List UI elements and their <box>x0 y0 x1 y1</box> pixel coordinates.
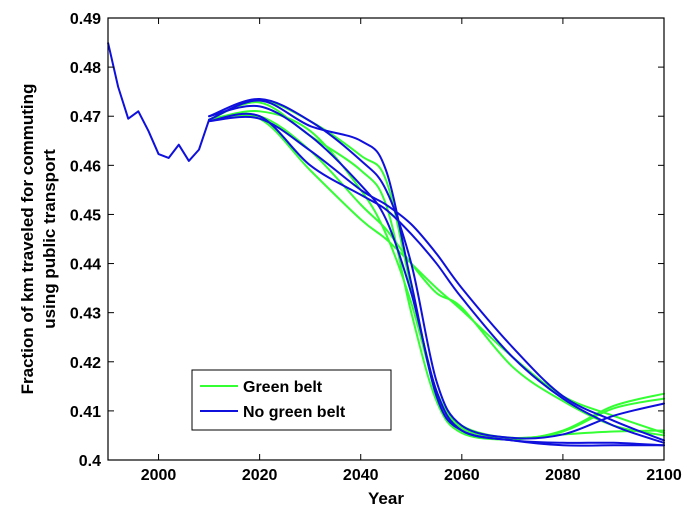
y-tick-label: 0.42 <box>70 355 101 372</box>
series-lines <box>107 42 665 447</box>
series-line-no-green-belt-9 <box>208 112 665 444</box>
plot-frame <box>107 17 665 461</box>
y-tick-label: 0.47 <box>70 109 101 126</box>
y-axis-label-line2: using public transport <box>40 149 59 329</box>
series-line-no-green-belt-8 <box>208 115 665 442</box>
x-tick-label: 2080 <box>545 467 581 484</box>
series-line-no-green-belt-10 <box>208 104 665 447</box>
y-axis-label-line1: Fraction of km traveled for commuting <box>18 84 37 395</box>
y-tick-label: 0.46 <box>70 158 101 175</box>
series-line-no-green-belt-7 <box>208 98 665 440</box>
x-tick-label: 2060 <box>444 467 480 484</box>
x-axis-label: Year <box>368 489 404 508</box>
x-tick-label: 2100 <box>646 467 682 484</box>
x-tick-label: 2020 <box>242 467 278 484</box>
legend-box <box>191 369 392 431</box>
historical-line <box>107 42 211 162</box>
y-tick-label: 0.48 <box>70 60 101 77</box>
legend-label-no-green-belt: No green belt <box>243 404 346 421</box>
y-tick-label: 0.41 <box>70 404 101 421</box>
y-tick-label: 0.45 <box>70 207 101 224</box>
y-tick-label: 0.4 <box>79 453 101 470</box>
y-tick-label: 0.49 <box>70 11 101 28</box>
y-tick-label: 0.44 <box>70 257 101 274</box>
legend-label-green-belt: Green belt <box>243 379 323 396</box>
x-tick-label: 2040 <box>343 467 379 484</box>
series-line-green-belt-5 <box>208 110 665 440</box>
y-axis-ticks: 0.4 0.41 0.42 0.43 0.44 0.45 0.46 0.47 0.48 0.49 <box>70 11 664 470</box>
y-tick-label: 0.43 <box>70 306 101 323</box>
x-tick-label: 2000 <box>141 467 177 484</box>
legend: Green belt No green belt <box>191 369 392 431</box>
y-axis-label: Fraction of km traveled for commuting us… <box>18 84 59 395</box>
x-axis-ticks: 2000 2020 2040 2060 2080 2100 <box>141 18 682 484</box>
